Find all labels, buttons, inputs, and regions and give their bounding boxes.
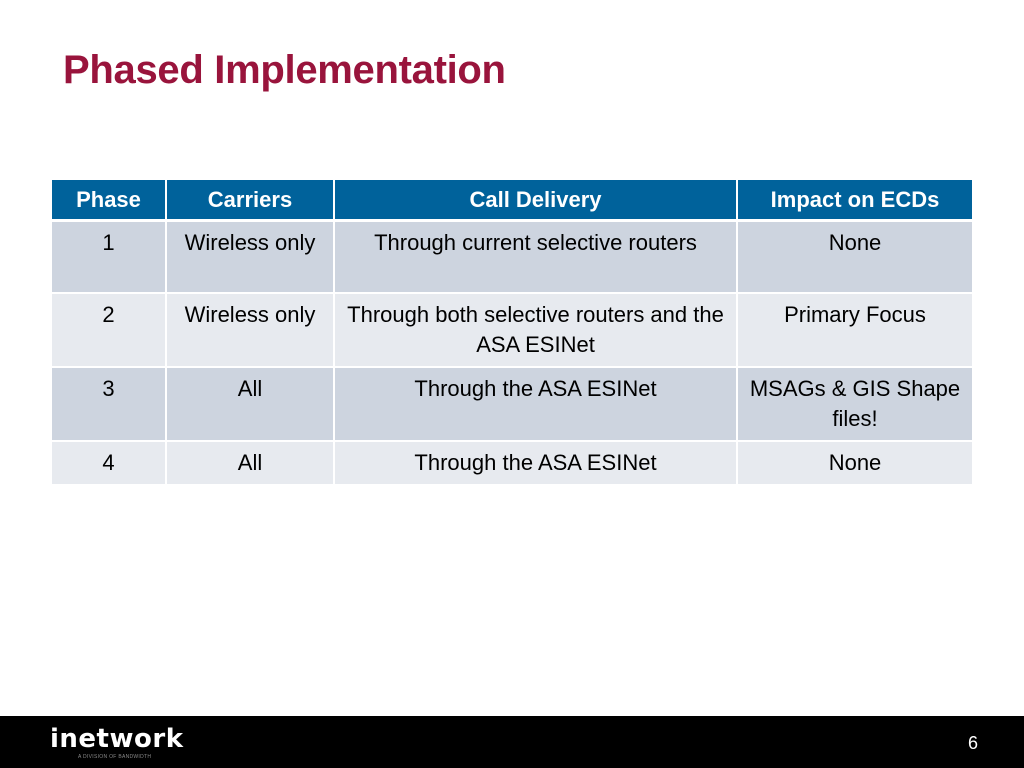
cell-impact: MSAGs & GIS Shape files! [737, 367, 972, 442]
table-row: 4 All Through the ASA ESINet None [52, 441, 972, 486]
inetwork-logo: inetwork A DIVISION OF BANDWIDTH [50, 724, 184, 760]
cell-carriers: Wireless only [166, 293, 335, 368]
cell-phase: 4 [52, 441, 167, 486]
logo-wordmark: inetwork [50, 724, 184, 754]
cell-carriers: Wireless only [166, 220, 335, 294]
cell-phase: 2 [52, 293, 167, 368]
cell-call-delivery: Through the ASA ESINet [334, 441, 738, 486]
header-impact-on-ecds: Impact on ECDs [737, 180, 972, 222]
cell-impact: Primary Focus [737, 293, 972, 368]
cell-phase: 1 [52, 220, 167, 294]
phase-table: Phase Carriers Call Delivery Impact on E… [52, 180, 972, 486]
table-row: 1 Wireless only Through current selectiv… [52, 220, 972, 294]
logo-tagline: A DIVISION OF BANDWIDTH [78, 754, 152, 760]
page-number: 6 [967, 733, 978, 753]
header-phase: Phase [52, 180, 167, 222]
cell-carriers: All [166, 367, 335, 442]
table-row: 2 Wireless only Through both selective r… [52, 293, 972, 368]
cell-call-delivery: Through both selective routers and the A… [334, 293, 738, 368]
cell-carriers: All [166, 441, 335, 486]
table-row: 3 All Through the ASA ESINet MSAGs & GIS… [52, 367, 972, 442]
cell-phase: 3 [52, 367, 167, 442]
cell-impact: None [737, 220, 972, 294]
header-call-delivery: Call Delivery [334, 180, 738, 222]
slide-title: Phased Implementation [63, 48, 506, 92]
header-carriers: Carriers [166, 180, 335, 222]
cell-call-delivery: Through the ASA ESINet [334, 367, 738, 442]
table-header-row: Phase Carriers Call Delivery Impact on E… [52, 180, 972, 222]
cell-call-delivery: Through current selective routers [334, 220, 738, 294]
footer-bar: inetwork A DIVISION OF BANDWIDTH 6 [0, 716, 1024, 768]
cell-impact: None [737, 441, 972, 486]
